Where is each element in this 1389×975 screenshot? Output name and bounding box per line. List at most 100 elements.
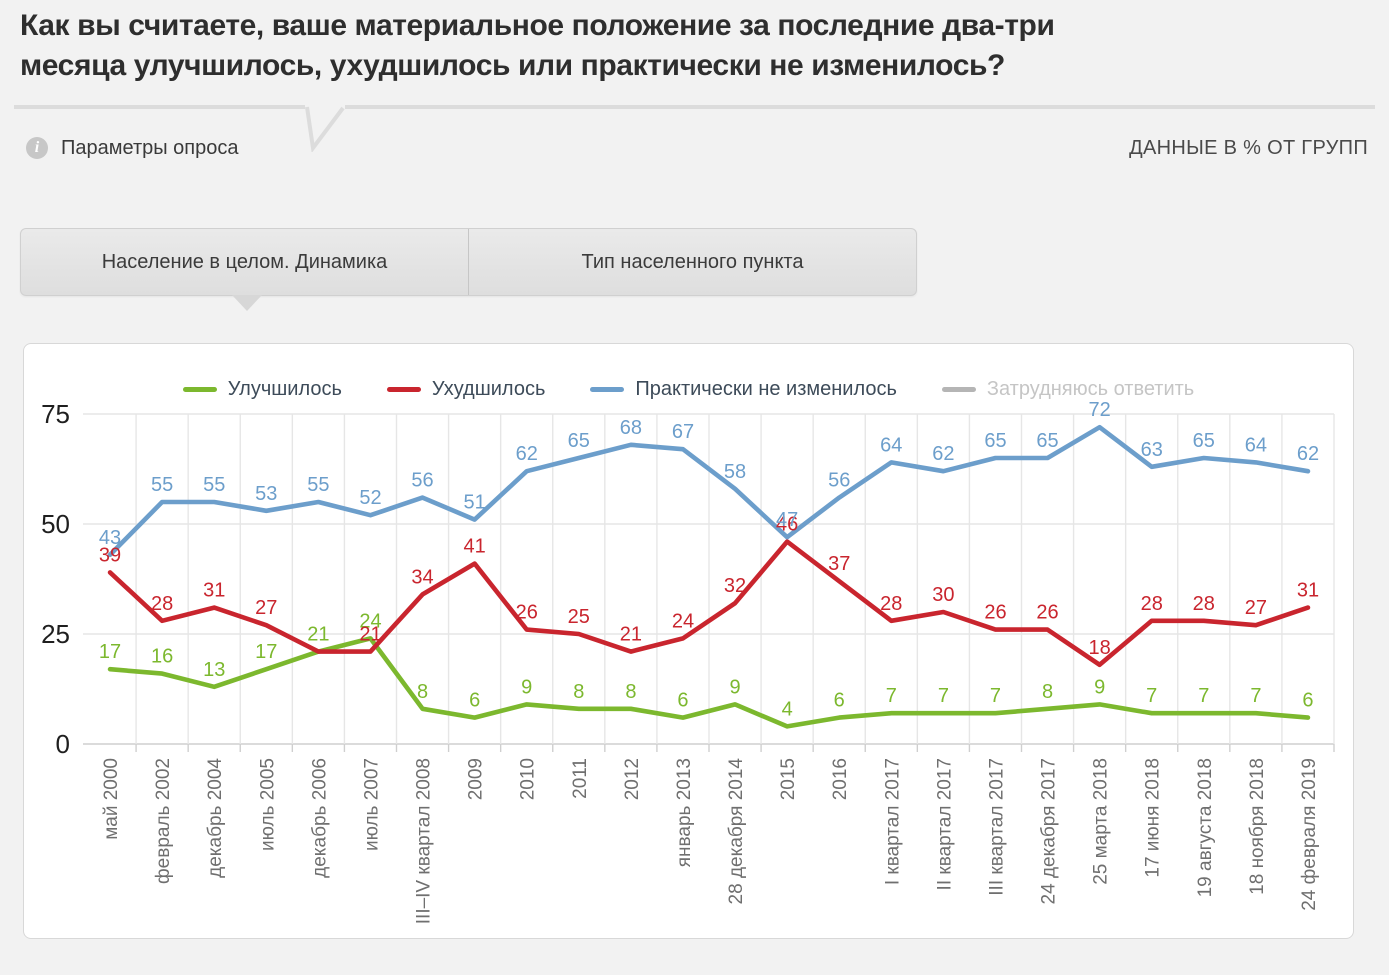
svg-text:56: 56 bbox=[828, 470, 850, 492]
svg-text:55: 55 bbox=[203, 474, 225, 496]
legend-dash-green bbox=[182, 386, 217, 392]
svg-text:6: 6 bbox=[834, 690, 845, 712]
svg-text:9: 9 bbox=[729, 676, 740, 698]
legend-item-worsened[interactable]: Ухудшилось bbox=[386, 377, 546, 401]
chart-card: 0 25 50 75 май 2000 февраль 2002 декабрь 2004 и… bbox=[23, 343, 1354, 939]
svg-text:7: 7 bbox=[938, 685, 949, 707]
svg-text:2012: 2012 bbox=[622, 758, 643, 800]
svg-text:17: 17 bbox=[99, 641, 121, 663]
svg-text:25 марта 2018: 25 марта 2018 bbox=[1091, 758, 1112, 885]
svg-text:7: 7 bbox=[1146, 685, 1157, 707]
survey-params-link[interactable]: i Параметры опроса bbox=[26, 135, 239, 161]
svg-text:58: 58 bbox=[724, 461, 746, 483]
svg-text:65: 65 bbox=[1193, 430, 1215, 452]
svg-text:24: 24 bbox=[359, 610, 381, 632]
svg-text:21: 21 bbox=[307, 624, 329, 646]
svg-text:50: 50 bbox=[41, 509, 70, 539]
legend-label: Практически не изменилось bbox=[635, 377, 897, 400]
tab-settlement-type[interactable]: Тип населенного пункта bbox=[468, 229, 916, 295]
svg-text:62: 62 bbox=[1297, 443, 1319, 465]
svg-text:64: 64 bbox=[880, 434, 902, 456]
svg-text:31: 31 bbox=[1297, 580, 1319, 602]
svg-text:2015: 2015 bbox=[778, 758, 799, 800]
svg-text:7: 7 bbox=[990, 685, 1001, 707]
svg-text:56: 56 bbox=[411, 470, 433, 492]
svg-text:75: 75 bbox=[41, 399, 70, 429]
svg-text:2016: 2016 bbox=[830, 758, 851, 800]
legend-dash-gray bbox=[941, 386, 976, 392]
svg-text:24: 24 bbox=[672, 610, 694, 632]
svg-text:55: 55 bbox=[151, 474, 173, 496]
svg-text:27: 27 bbox=[255, 597, 277, 619]
svg-text:17: 17 bbox=[255, 641, 277, 663]
svg-text:47: 47 bbox=[776, 509, 798, 531]
svg-text:6: 6 bbox=[677, 690, 688, 712]
legend-item-improved[interactable]: Улучшилось bbox=[182, 378, 342, 401]
svg-text:65: 65 bbox=[984, 430, 1006, 452]
svg-text:55: 55 bbox=[307, 474, 329, 496]
svg-text:53: 53 bbox=[255, 483, 277, 505]
svg-text:6: 6 bbox=[469, 690, 480, 712]
svg-text:64: 64 bbox=[1245, 434, 1267, 456]
svg-text:28: 28 bbox=[880, 593, 902, 615]
data-note: ДАННЫЕ В % ОТ ГРУПП bbox=[1129, 137, 1368, 159]
legend-label: Ухудшилось bbox=[431, 377, 546, 400]
svg-text:27: 27 bbox=[1245, 597, 1267, 619]
legend-label: Затрудняюсь ответить bbox=[986, 377, 1195, 400]
tab-bar: Население в целом. Динамика Тип населенн… bbox=[20, 228, 917, 311]
svg-text:24 февраля 2019: 24 февраля 2019 bbox=[1299, 758, 1320, 911]
svg-text:26: 26 bbox=[516, 602, 538, 624]
page-title-line1: Как вы считаете, ваше материальное полож… bbox=[20, 9, 1055, 42]
svg-text:26: 26 bbox=[1036, 602, 1058, 624]
svg-text:34: 34 bbox=[411, 566, 433, 588]
svg-text:28 декабря 2014: 28 декабря 2014 bbox=[726, 758, 747, 905]
page-title: Как вы считаете, ваше материальное полож… bbox=[20, 6, 1055, 86]
svg-text:25: 25 bbox=[568, 606, 590, 628]
legend-item-hard-to-answer[interactable]: Затрудняюсь ответить bbox=[941, 377, 1195, 401]
svg-text:9: 9 bbox=[1094, 676, 1105, 698]
svg-text:63: 63 bbox=[1141, 439, 1163, 461]
line-chart: 0 25 50 75 май 2000 февраль 2002 декабрь 2004 и… bbox=[41, 399, 1335, 924]
info-icon[interactable]: i bbox=[26, 137, 48, 159]
svg-text:41: 41 bbox=[464, 536, 486, 558]
chart-legend: Улучшилось Ухудшилось Практически не изм… bbox=[24, 374, 1353, 404]
svg-text:8: 8 bbox=[1042, 681, 1053, 703]
svg-text:18: 18 bbox=[1089, 637, 1111, 659]
divider-notch bbox=[305, 103, 345, 152]
svg-text:7: 7 bbox=[1250, 685, 1261, 707]
svg-text:52: 52 bbox=[359, 487, 381, 509]
svg-text:декабрь 2006: декабрь 2006 bbox=[309, 758, 330, 878]
survey-params-label[interactable]: Параметры опроса bbox=[61, 136, 239, 159]
legend-item-unchanged[interactable]: Практически не изменилось bbox=[590, 378, 897, 401]
svg-text:8: 8 bbox=[417, 681, 428, 703]
svg-text:май 2000: май 2000 bbox=[101, 758, 122, 840]
svg-text:21: 21 bbox=[620, 624, 642, 646]
svg-text:18 ноября 2018: 18 ноября 2018 bbox=[1247, 758, 1268, 895]
svg-text:62: 62 bbox=[932, 443, 954, 465]
svg-text:13: 13 bbox=[203, 659, 225, 681]
svg-text:72: 72 bbox=[1089, 399, 1111, 421]
active-tab-pointer bbox=[232, 295, 262, 311]
svg-text:февраль 2002: февраль 2002 bbox=[153, 758, 174, 884]
svg-text:8: 8 bbox=[573, 681, 584, 703]
svg-text:62: 62 bbox=[516, 443, 538, 465]
svg-text:43: 43 bbox=[99, 527, 121, 549]
svg-text:июль 2005: июль 2005 bbox=[257, 758, 278, 851]
svg-text:67: 67 bbox=[672, 421, 694, 443]
svg-text:III квартал 2017: III квартал 2017 bbox=[986, 758, 1007, 896]
svg-text:8: 8 bbox=[625, 681, 636, 703]
svg-text:30: 30 bbox=[932, 584, 954, 606]
svg-text:17 июня 2018: 17 июня 2018 bbox=[1143, 758, 1164, 878]
svg-text:28: 28 bbox=[1141, 593, 1163, 615]
svg-text:25: 25 bbox=[41, 619, 70, 649]
svg-text:26: 26 bbox=[984, 602, 1006, 624]
svg-text:7: 7 bbox=[886, 685, 897, 707]
svg-text:2010: 2010 bbox=[518, 758, 539, 800]
svg-text:16: 16 bbox=[151, 646, 173, 668]
legend-dash-red bbox=[386, 386, 421, 392]
svg-text:7: 7 bbox=[1198, 685, 1209, 707]
tab-population-dynamics[interactable]: Население в целом. Динамика bbox=[101, 250, 388, 273]
svg-text:9: 9 bbox=[521, 676, 532, 698]
svg-text:28: 28 bbox=[1193, 593, 1215, 615]
svg-text:III–IV квартал 2008: III–IV квартал 2008 bbox=[414, 758, 435, 924]
